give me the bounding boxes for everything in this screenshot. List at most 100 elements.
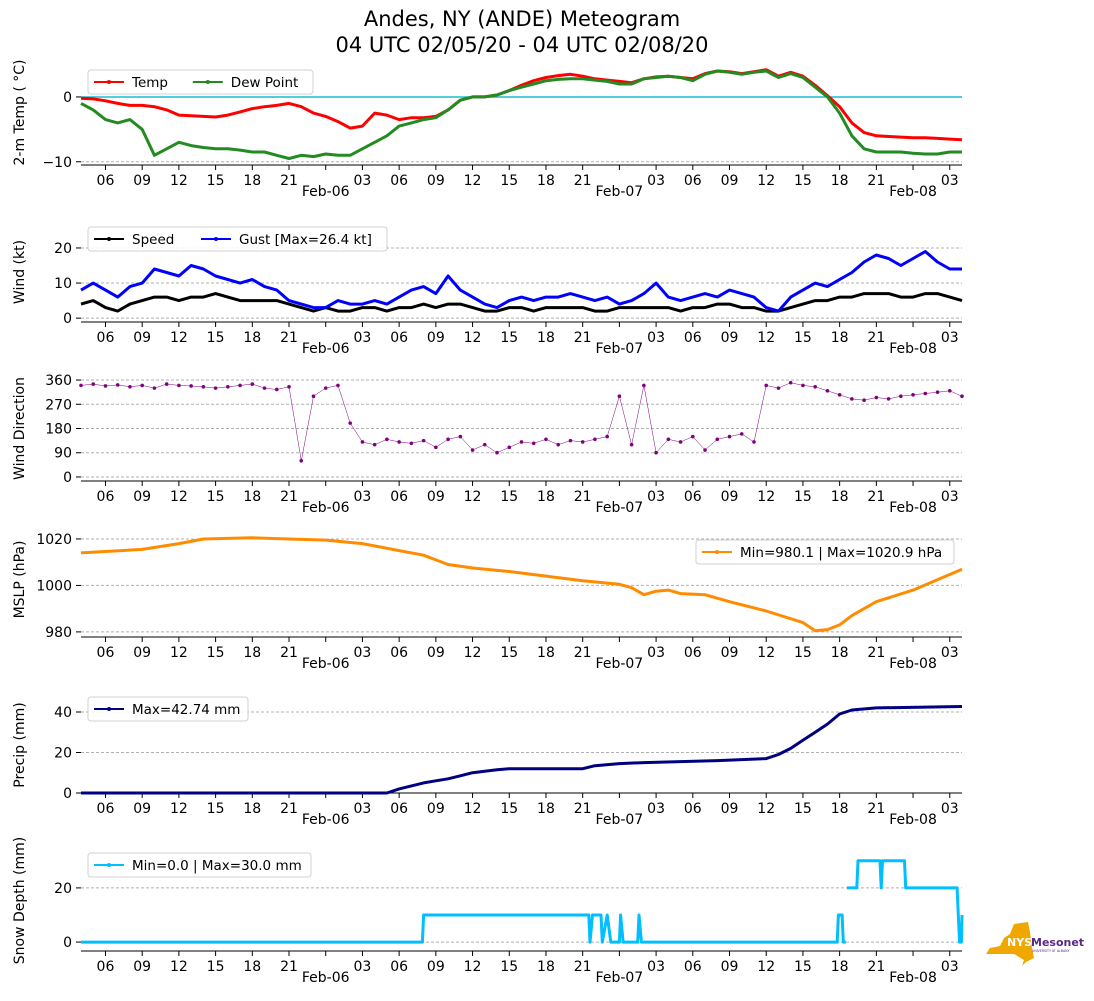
direction-point (250, 382, 255, 386)
x-tick-label: 09 (721, 645, 739, 661)
x-date-label: Feb-08 (889, 970, 937, 986)
y-tick-label: −10 (42, 155, 72, 171)
y-tick-label: 0 (63, 935, 72, 951)
direction-point (813, 384, 817, 389)
title-station: Andes, NY (ANDE) Meteogram (363, 7, 681, 31)
legend: Min=0.0 | Max=30.0 mm (87, 852, 312, 878)
direction-point (862, 398, 866, 403)
series-direction-line (80, 382, 963, 461)
x-tick-label: 15 (500, 173, 518, 189)
direction-point (103, 384, 108, 388)
x-tick-label: 12 (757, 173, 775, 189)
x-tick-label: 15 (207, 173, 225, 189)
direction-point (507, 445, 512, 450)
y-tick-label: 1020 (36, 532, 72, 548)
x-tick-label: 03 (941, 959, 959, 975)
x-tick-label: 06 (97, 959, 115, 975)
x-tick-label: 03 (647, 330, 665, 346)
x-tick-label: 03 (941, 330, 959, 346)
x-tick-label: 09 (133, 330, 151, 346)
x-tick-label: 18 (537, 173, 555, 189)
y-axis-label: MSLP (hPa) (12, 541, 28, 619)
x-date-label: Feb-06 (302, 970, 350, 986)
legend-marker (107, 237, 111, 241)
x-tick-label: 09 (427, 330, 445, 346)
x-tick-label: 03 (354, 173, 372, 189)
direction-point (764, 383, 769, 388)
legend-box (695, 539, 955, 565)
y-axis-label: Precip (mm) (12, 702, 28, 787)
ny-state-shape-icon (986, 922, 1034, 966)
x-tick-label: 09 (721, 801, 739, 817)
direction-point (666, 437, 671, 442)
y-tick-label: 0 (63, 786, 72, 802)
x-tick-label: 09 (133, 959, 151, 975)
y-tick-label: 10 (54, 276, 72, 292)
x-tick-label: 12 (757, 330, 775, 346)
direction-point (788, 380, 793, 385)
direction-point (115, 383, 120, 387)
x-date-label: Feb-07 (596, 656, 644, 672)
x-tick-label: 06 (684, 645, 702, 661)
x-tick-label: 03 (354, 489, 372, 505)
x-tick-label: 21 (280, 173, 298, 189)
x-tick-label: 09 (133, 489, 151, 505)
x-tick-label: 18 (831, 489, 849, 505)
x-tick-label: 03 (941, 801, 959, 817)
x-date-label: Feb-06 (302, 184, 350, 200)
x-tick-label: 06 (684, 489, 702, 505)
y-tick-label: 20 (54, 881, 72, 897)
x-tick-label: 03 (354, 645, 372, 661)
direction-point (544, 437, 548, 442)
x-tick-label: 06 (684, 959, 702, 975)
x-tick-label: 06 (390, 801, 408, 817)
x-tick-label: 18 (831, 959, 849, 975)
x-tick-label: 09 (721, 330, 739, 346)
direction-point (801, 383, 805, 388)
direction-point (140, 383, 144, 388)
x-date-label: Feb-08 (889, 184, 937, 200)
direction-point (776, 386, 781, 390)
direction-point (164, 382, 169, 386)
direction-point (128, 384, 132, 389)
direction-point (495, 450, 499, 455)
x-tick-label: 15 (794, 645, 812, 661)
x-date-label: Feb-08 (889, 341, 937, 357)
x-tick-label: 06 (390, 489, 408, 505)
x-tick-label: 12 (464, 645, 482, 661)
y-tick-label: 360 (45, 373, 72, 389)
direction-point (323, 386, 328, 390)
y-tick-label: 40 (54, 705, 72, 721)
x-tick-label: 03 (354, 801, 372, 817)
direction-point (850, 397, 854, 401)
title-period: 04 UTC 02/05/20 - 04 UTC 02/08/20 (335, 33, 709, 57)
x-tick-label: 03 (941, 489, 959, 505)
legend-label: Dew Point (231, 75, 299, 91)
x-tick-label: 06 (97, 801, 115, 817)
direction-point (886, 397, 891, 401)
direction-point (678, 440, 683, 444)
x-tick-label: 18 (537, 489, 555, 505)
x-tick-label: 18 (831, 173, 849, 189)
x-tick-label: 15 (794, 801, 812, 817)
y-tick-label: 0 (63, 90, 72, 106)
x-tick-label: 15 (207, 330, 225, 346)
legend-marker (715, 550, 719, 554)
y-tick-label: 20 (54, 241, 72, 257)
x-date-label: Feb-07 (596, 341, 644, 357)
legend-marker (107, 863, 111, 867)
x-tick-label: 18 (831, 801, 849, 817)
series-max-42-74-mm (81, 705, 963, 795)
x-tick-label: 06 (684, 330, 702, 346)
x-tick-label: 09 (427, 801, 445, 817)
direction-point (91, 382, 96, 386)
x-tick-label: 03 (647, 489, 665, 505)
x-tick-label: 18 (831, 645, 849, 661)
legend-marker (107, 80, 111, 84)
direction-point (617, 394, 622, 398)
x-tick-label: 09 (133, 645, 151, 661)
x-tick-label: 21 (574, 173, 592, 189)
y-tick-label: 0 (63, 470, 72, 486)
x-date-label: Feb-06 (302, 341, 350, 357)
legend: Min=980.1 | Max=1020.9 hPa (695, 539, 955, 565)
